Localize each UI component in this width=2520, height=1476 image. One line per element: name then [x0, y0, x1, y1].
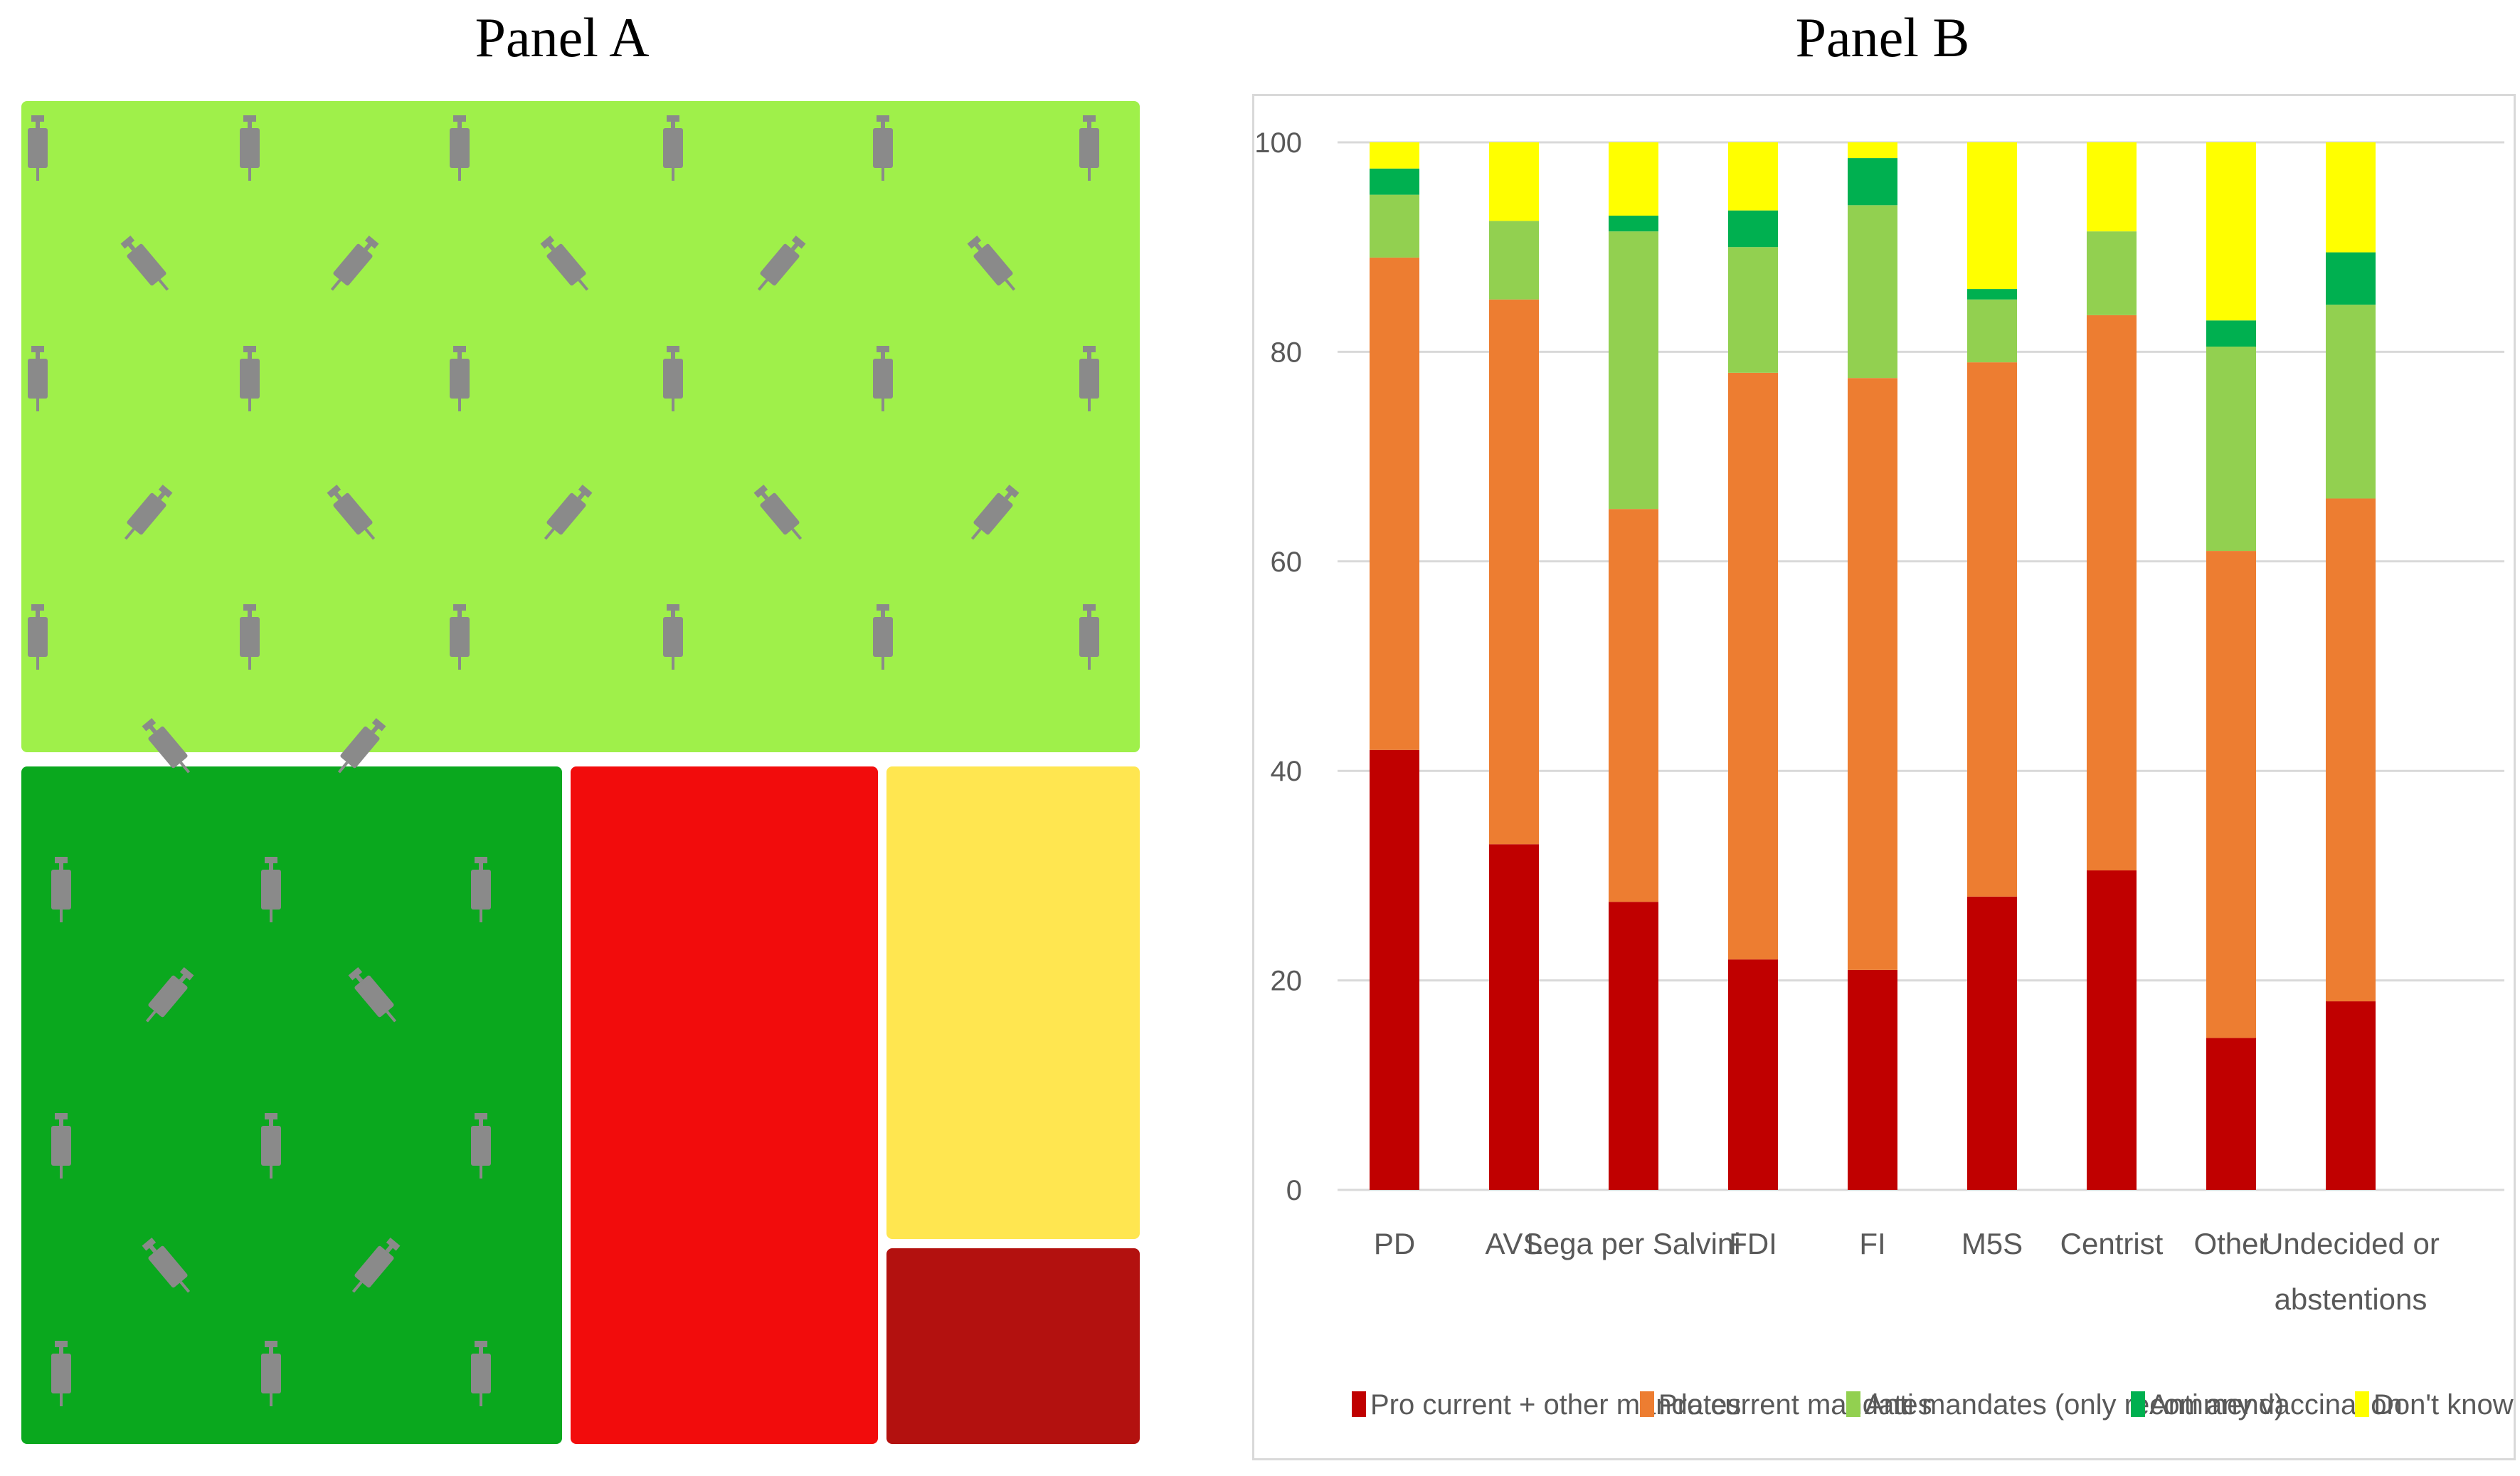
bar-segment — [1728, 142, 1778, 211]
legend-swatch — [1352, 1391, 1366, 1417]
treemap-tile-dont-know — [886, 766, 1140, 1239]
x-tick-label: Other — [2193, 1227, 2268, 1260]
x-tick-label: FDI — [1729, 1227, 1777, 1260]
y-tick-label: 80 — [1271, 337, 1303, 368]
x-tick-label: Centrist — [2060, 1227, 2164, 1260]
bar-segment — [2087, 870, 2137, 1190]
bar-segment — [2206, 1038, 2256, 1190]
bar-segment — [1609, 231, 1658, 510]
bar-segment — [1967, 142, 2017, 290]
x-tick-label: Undecided or — [2262, 1227, 2440, 1260]
treemap-tile-pro-current-mandates — [571, 766, 878, 1444]
treemap-tiles — [21, 101, 1140, 1444]
legend-label: Pro current + other mandates — [1370, 1389, 1741, 1420]
bar-segment — [2326, 305, 2376, 499]
bar-segment — [2326, 1001, 2376, 1190]
bar-segment — [2206, 347, 2256, 552]
bar-segment — [1609, 509, 1658, 902]
bar-segment — [2087, 315, 2137, 871]
bar-segment — [2326, 252, 2376, 305]
legend-swatch — [2355, 1391, 2369, 1417]
legend-label: Don't know — [2373, 1389, 2514, 1420]
bar-segment — [2087, 231, 2137, 315]
bars — [1370, 142, 2376, 1190]
bar-segment — [2326, 498, 2376, 1002]
bar-segment — [1848, 142, 1897, 159]
bar-segment — [1489, 221, 1539, 300]
bar-segment — [1728, 210, 1778, 248]
bar-segment — [1848, 378, 1897, 970]
treemap-tile-anti-any-vaccination — [21, 766, 562, 1444]
bar-segment — [2206, 551, 2256, 1038]
bar-segment — [1609, 142, 1658, 216]
bar-segment — [1489, 299, 1539, 845]
panel-b-title: Panel B — [1795, 6, 1970, 68]
bar-segment — [1728, 959, 1778, 1190]
bar-segment — [1967, 299, 2017, 363]
y-tick-label: 60 — [1271, 547, 1303, 578]
legend-label: Anti mandates (only recommend) — [1865, 1389, 2284, 1420]
legend-swatch — [2131, 1391, 2145, 1417]
y-tick-label: 0 — [1286, 1175, 1302, 1206]
bar-segment — [1489, 844, 1539, 1190]
bar-segment — [1967, 362, 2017, 897]
panel-a-title: Panel A — [475, 6, 650, 68]
bar-segment — [2206, 320, 2256, 347]
x-tick-label: M5S — [1962, 1227, 2023, 1260]
y-tick-label: 40 — [1271, 756, 1303, 787]
x-tick-label: Lega per Salvini — [1526, 1227, 1740, 1260]
treemap-tile-pro-current-other-mandates — [886, 1248, 1140, 1444]
treemap-tile-anti-mandates — [21, 101, 1140, 752]
bar-segment — [1489, 142, 1539, 221]
bar-segment — [1609, 902, 1658, 1190]
bar-segment — [2206, 142, 2256, 321]
bar-segment — [1728, 372, 1778, 960]
bar-segment — [2087, 142, 2137, 232]
bar-segment — [1609, 216, 1658, 232]
x-tick-label: PD — [1374, 1227, 1415, 1260]
y-tick-label: 100 — [1254, 127, 1302, 159]
bar-segment — [1370, 194, 1419, 258]
axis: 0 20 40 60 80 100 — [1254, 127, 1302, 1206]
legend-swatch — [1640, 1391, 1654, 1417]
bar-segment — [1848, 158, 1897, 206]
bar-segment — [1370, 749, 1419, 1190]
bar-segment — [1370, 257, 1419, 750]
bar-segment — [1848, 969, 1897, 1190]
x-tick-label: FI — [1859, 1227, 1885, 1260]
panel-a-treemap — [21, 101, 1140, 1444]
bar-segment — [2326, 142, 2376, 253]
bar-segment — [1728, 247, 1778, 373]
bar-segment — [1848, 205, 1897, 379]
x-tick-label: abstentions — [2275, 1282, 2428, 1316]
bar-segment — [1370, 168, 1419, 195]
legend-swatch — [1846, 1391, 1860, 1417]
legend-label: Pro current mandates — [1658, 1389, 1932, 1420]
bar-segment — [1967, 289, 2017, 300]
x-tick-label: AVS — [1486, 1227, 1543, 1260]
y-tick-label: 20 — [1271, 966, 1303, 997]
bar-segment — [1370, 142, 1419, 169]
bar-segment — [1967, 896, 2017, 1190]
